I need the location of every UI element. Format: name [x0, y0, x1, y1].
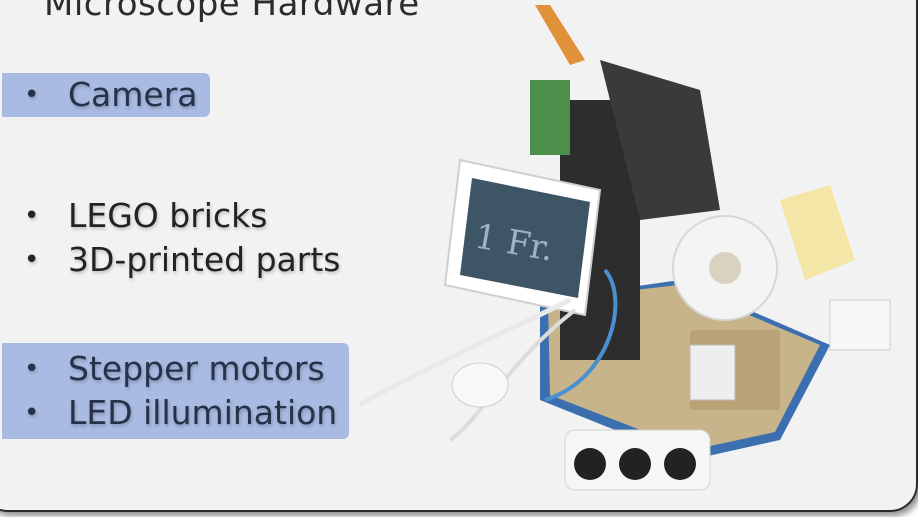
microscope-photo: 1 Fr.	[360, 5, 891, 491]
bullet-3d-printed-parts: 3D-printed parts	[2, 238, 352, 282]
bullet-group-camera: Camera	[2, 73, 210, 117]
bullet-camera: Camera	[2, 73, 210, 117]
bullet-group-electronics: Stepper motors LED illumination	[2, 343, 350, 439]
bullet-led-illumination: LED illumination	[2, 391, 349, 435]
bullet-lego-bricks: LEGO bricks	[2, 194, 352, 238]
bullet-group-materials: LEGO bricks 3D-printed parts	[2, 194, 352, 282]
bullet-stepper-motors: Stepper motors	[2, 347, 349, 391]
slide-heading: Microscope Hardware	[44, 0, 420, 24]
